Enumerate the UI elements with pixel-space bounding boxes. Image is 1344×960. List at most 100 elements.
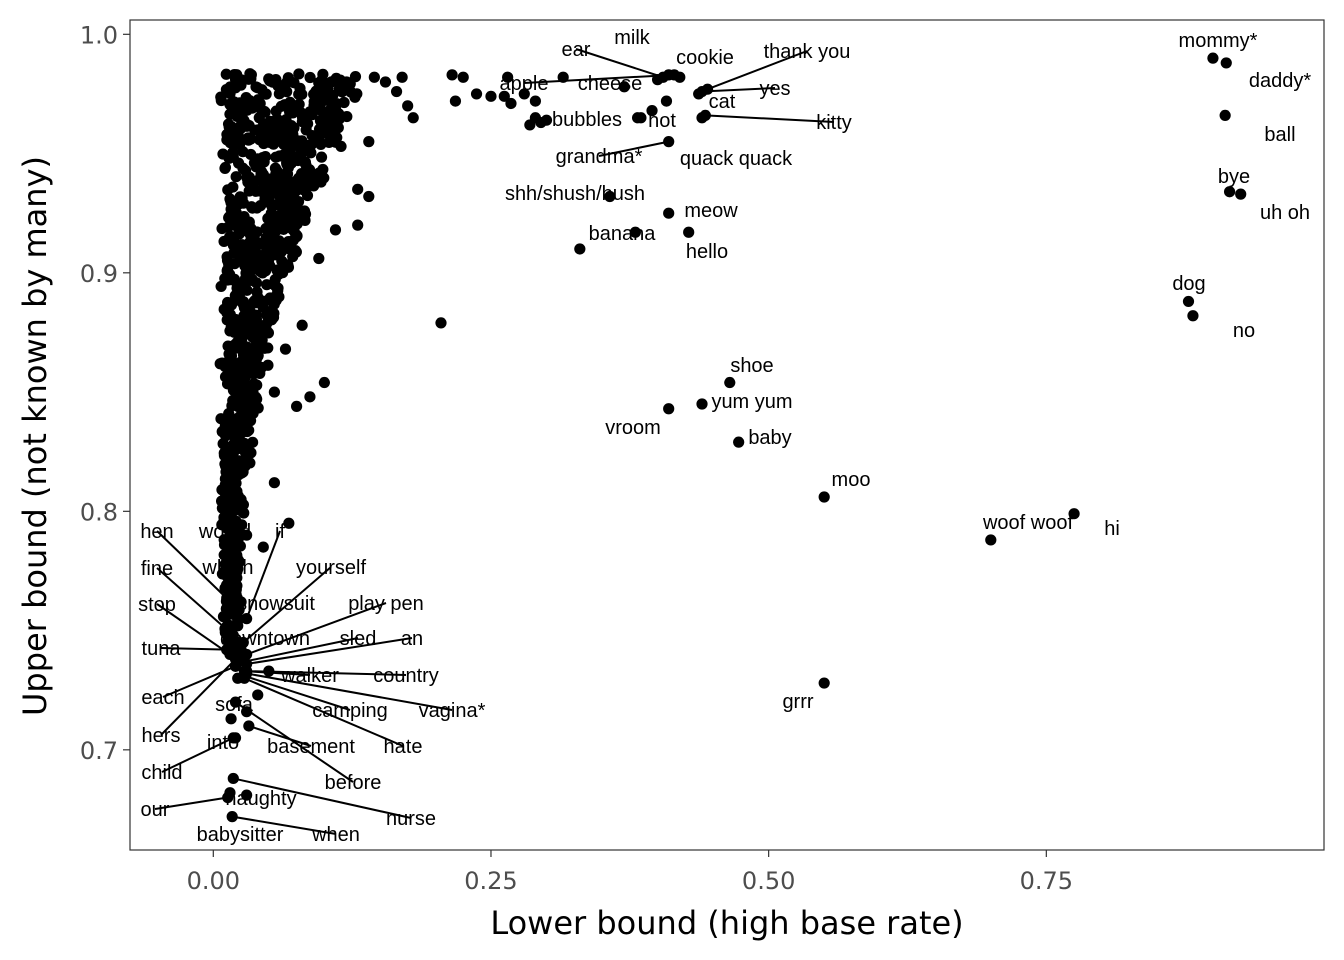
data-point [363,190,375,203]
data-point [252,402,264,414]
data-point [379,76,392,88]
data-point [629,226,641,238]
data-point [295,107,307,119]
data-point [502,71,514,83]
data-point [263,194,275,207]
data-point [1223,186,1236,198]
point-label: bubbles [552,109,622,131]
point-label: moo [832,469,871,491]
data-point [227,772,239,785]
data-point [306,129,318,142]
data-point [349,71,362,83]
y-tick-label: 1.0 [80,21,118,49]
label-leader-line [598,140,669,157]
data-point [221,264,234,276]
data-point [261,305,273,318]
data-point [255,338,267,350]
data-point [266,186,278,198]
y-tick-label: 0.8 [80,498,118,526]
data-point [218,501,231,513]
data-point [257,156,269,168]
data-point [218,303,230,315]
point-label: which [201,557,253,579]
point-label: ball [1264,124,1295,146]
label-leader-line [575,48,664,79]
data-point [235,383,247,395]
data-point [252,689,264,701]
data-point [260,232,272,244]
point-label: hello [686,241,728,263]
y-axis: 0.7 0.8 0.9 1.0 [80,21,130,765]
point-label: hot [648,110,676,132]
data-point [663,207,675,219]
data-point [470,88,483,100]
data-point [407,112,419,124]
data-point [224,325,237,337]
label-leader-line [701,87,776,93]
data-point [226,811,238,823]
data-point [277,149,290,161]
data-point [221,487,233,500]
data-point [224,357,236,369]
data-point [229,73,242,86]
data-point [259,172,271,184]
data-point [254,367,266,380]
point-label: walker [280,665,339,687]
data-point [1068,508,1080,520]
data-point [604,190,616,203]
data-point [232,129,244,141]
data-point [485,90,497,102]
data-point [668,69,680,81]
point-label: tuna [142,638,182,660]
point-label: meow [684,200,738,222]
data-point [224,787,236,799]
data-point [219,558,231,570]
data-point [230,171,242,183]
data-point [724,376,736,389]
point-label: yum yum [711,391,792,413]
data-point [257,541,269,553]
label-leader-line [156,530,237,608]
data-point [1235,188,1247,200]
data-point [223,211,235,223]
data-point [279,343,292,355]
data-point [660,95,673,107]
label-leader-line [232,815,337,835]
data-point [258,137,270,150]
data-point [352,219,364,231]
data-point [1207,52,1219,64]
point-label: each [141,687,184,709]
data-point [268,298,280,310]
point-label: cat [709,91,736,113]
data-point [308,99,320,112]
data-point [235,410,247,422]
label-leader-line [246,637,413,665]
data-point [303,164,316,176]
label-leader-line [160,647,227,651]
point-label: sofa [215,694,254,716]
plot-frame [129,19,1325,851]
data-point [251,82,264,94]
data-point [270,224,282,237]
label-leader-line [248,725,312,747]
label-leader-line [233,777,412,819]
data-point [260,261,272,273]
data-point [663,136,675,148]
point-label: stop [138,594,176,616]
data-point [280,177,292,189]
label-leader-line [154,796,228,810]
data-point [293,98,305,110]
data-point [696,398,708,410]
data-point [243,364,255,376]
point-label: vagina* [419,700,486,722]
point-label: play pen [348,593,424,615]
data-point [1187,310,1199,322]
point-label: camping [312,700,388,722]
data-point [236,211,248,223]
point-label: fine [141,558,173,580]
data-point [246,349,259,361]
label-leader-lines [154,48,835,835]
data-point [222,184,234,196]
data-point [683,226,695,238]
data-point [505,97,517,110]
